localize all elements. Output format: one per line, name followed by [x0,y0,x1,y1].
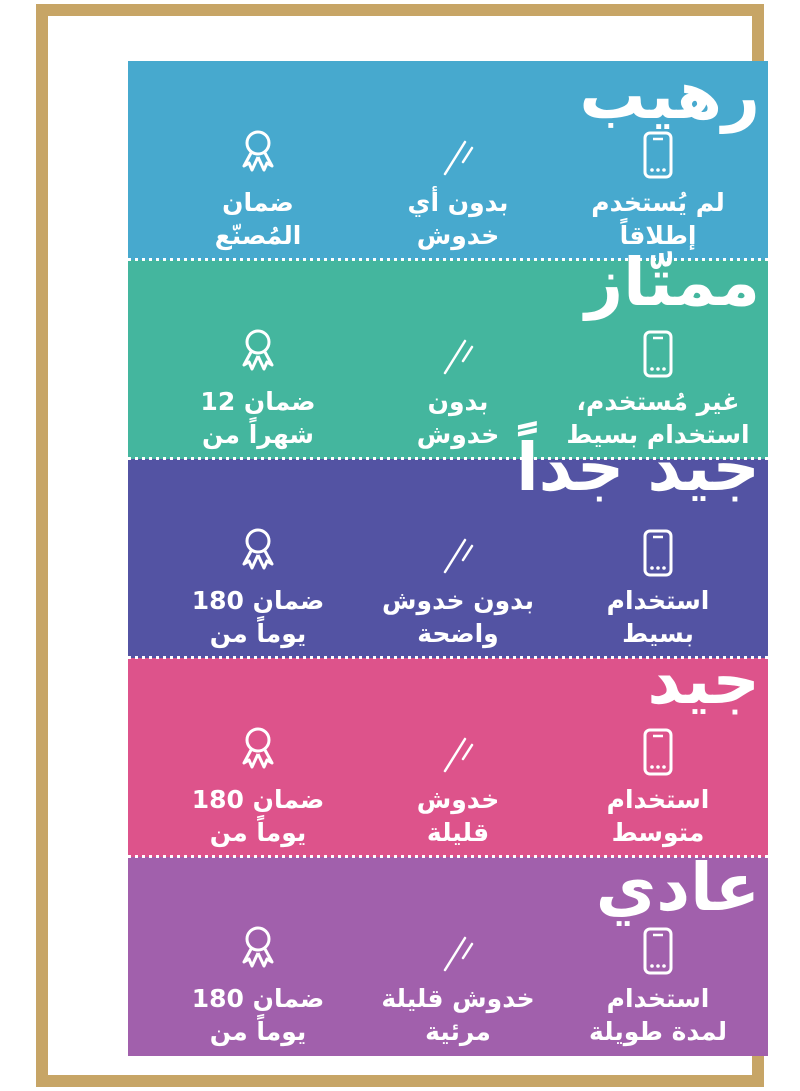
caption-line: إطلاقاً [619,221,697,250]
scratches-column: بدون خدوش [358,326,558,451]
caption-line: يوماً من [209,818,307,847]
scratches-caption: بدون أي خدوش [408,186,509,252]
grade-title: رهيب [579,57,760,134]
warranty-caption: ضمان 180 يوماً من [192,982,325,1048]
caption-line: يوماً من [209,1017,307,1046]
caption-line: بسيط [622,619,694,648]
usage-caption: استخدام بسيط [607,584,710,650]
caption-line: ضمان 180 [191,586,325,615]
caption-line: بدون خدوش [382,586,534,615]
caption-line: قليلة [426,818,490,847]
usage-column: استخدام متوسط [558,724,758,849]
warranty-column: ضمان 180 يوماً من [158,724,358,849]
caption-line: استخدام [606,984,710,1013]
usage-column: استخدام لمدة طويلة [558,923,758,1048]
feature-row: لم يُستخدم إطلاقاً بدون أي خدوش [128,127,768,252]
grade-title: عادي [595,849,760,926]
scratches-column: بدون أي خدوش [358,127,558,252]
warranty-column: ضمان 180 يوماً من [158,923,358,1048]
usage-column: استخدام بسيط [558,525,758,650]
usage-caption: استخدام متوسط [607,783,710,849]
scratches-column: خدوش قليلة مرئية [358,923,558,1048]
caption-line: غير مُستخدم، [576,387,740,416]
feature-row: استخدام متوسط خدوش قليلة [128,724,768,849]
feature-row: غير مُستخدم، استخدام بسيط بدون خدوش [128,326,768,451]
phone-icon [643,127,673,179]
grade-title: جيد جداً [516,429,760,506]
warranty-caption: ضمان 12 شهراً من [200,385,315,451]
warranty-medal-icon [234,525,282,577]
phone-icon [643,525,673,577]
warranty-medal-icon [234,923,282,975]
caption-line: استخدام [606,586,710,615]
scratches-column: بدون خدوش واضحة [358,525,558,650]
scratch-marks-icon [438,923,478,975]
caption-line: مرئية [425,1017,491,1046]
feature-row: استخدام لمدة طويلة خدوش قليلة مرئية [128,923,768,1048]
scratch-marks-icon [438,724,478,776]
grade-section-amazing: رهيب لم يُستخدم إطلاقاً بدو [128,61,768,260]
warranty-column: ضمان 180 يوماً من [158,525,358,650]
caption-line: يوماً من [209,619,307,648]
usage-column: غير مُستخدم، استخدام بسيط [558,326,758,451]
grade-list: رهيب لم يُستخدم إطلاقاً بدو [128,61,768,1056]
grade-section-very-good: جيد جداً استخدام بسيط بدون [128,435,768,658]
caption-line: استخدام [606,785,710,814]
usage-caption: استخدام لمدة طويلة [589,982,727,1048]
caption-line: بدون أي [407,188,509,217]
caption-line: ضمان [222,188,294,217]
gold-frame: رهيب لم يُستخدم إطلاقاً بدو [36,4,768,1087]
caption-line: خدوش قليلة [381,984,535,1013]
grade-section-excellent: ممتّاز غير مُستخدم، استخدام بسيط [128,250,768,459]
caption-line: بدون [427,387,489,416]
scratch-marks-icon [438,127,478,179]
phone-icon [643,724,673,776]
caption-line: المُصنّع [214,221,302,250]
usage-caption: غير مُستخدم، استخدام بسيط [566,385,749,451]
caption-line: خدوش [416,785,500,814]
grade-section-fair: عادي استخدام لمدة طويلة خدو [128,849,768,1056]
warranty-caption: ضمان المُصنّع [215,186,302,252]
warranty-column: ضمان المُصنّع [158,127,358,252]
grade-section-good: جيد استخدام متوسط خدوش [128,648,768,857]
scratches-caption: خدوش قليلة مرئية [381,982,534,1048]
caption-line: خدوش [416,420,500,449]
caption-line: لمدة طويلة [588,1017,728,1046]
scratches-caption: خدوش قليلة [417,783,500,849]
caption-line: ضمان 180 [191,984,325,1013]
scratch-marks-icon [438,326,478,378]
scratch-marks-icon [438,525,478,577]
scratches-caption: بدون خدوش واضحة [382,584,534,650]
warranty-medal-icon [234,127,282,179]
caption-line: واضحة [417,619,499,648]
warranty-medal-icon [234,724,282,776]
usage-column: لم يُستخدم إطلاقاً [558,127,758,252]
scratches-column: خدوش قليلة [358,724,558,849]
scratches-caption: بدون خدوش [417,385,500,451]
caption-line: استخدام بسيط [566,420,750,449]
warranty-medal-icon [234,326,282,378]
caption-line: ضمان 180 [191,785,325,814]
caption-line: شهراً من [202,420,314,449]
warranty-column: ضمان 12 شهراً من [158,326,358,451]
grade-title: ممتّاز [585,244,760,321]
phone-icon [643,326,673,378]
caption-line: متوسط [611,818,705,847]
feature-row: استخدام بسيط بدون خدوش واضحة [128,525,768,650]
caption-line: ضمان 12 [200,387,316,416]
warranty-caption: ضمان 180 يوماً من [192,783,325,849]
grade-title: جيد [647,642,760,719]
usage-caption: لم يُستخدم إطلاقاً [591,186,725,252]
phone-icon [643,923,673,975]
warranty-caption: ضمان 180 يوماً من [192,584,325,650]
caption-line: خدوش [416,221,500,250]
caption-line: لم يُستخدم [591,188,725,217]
